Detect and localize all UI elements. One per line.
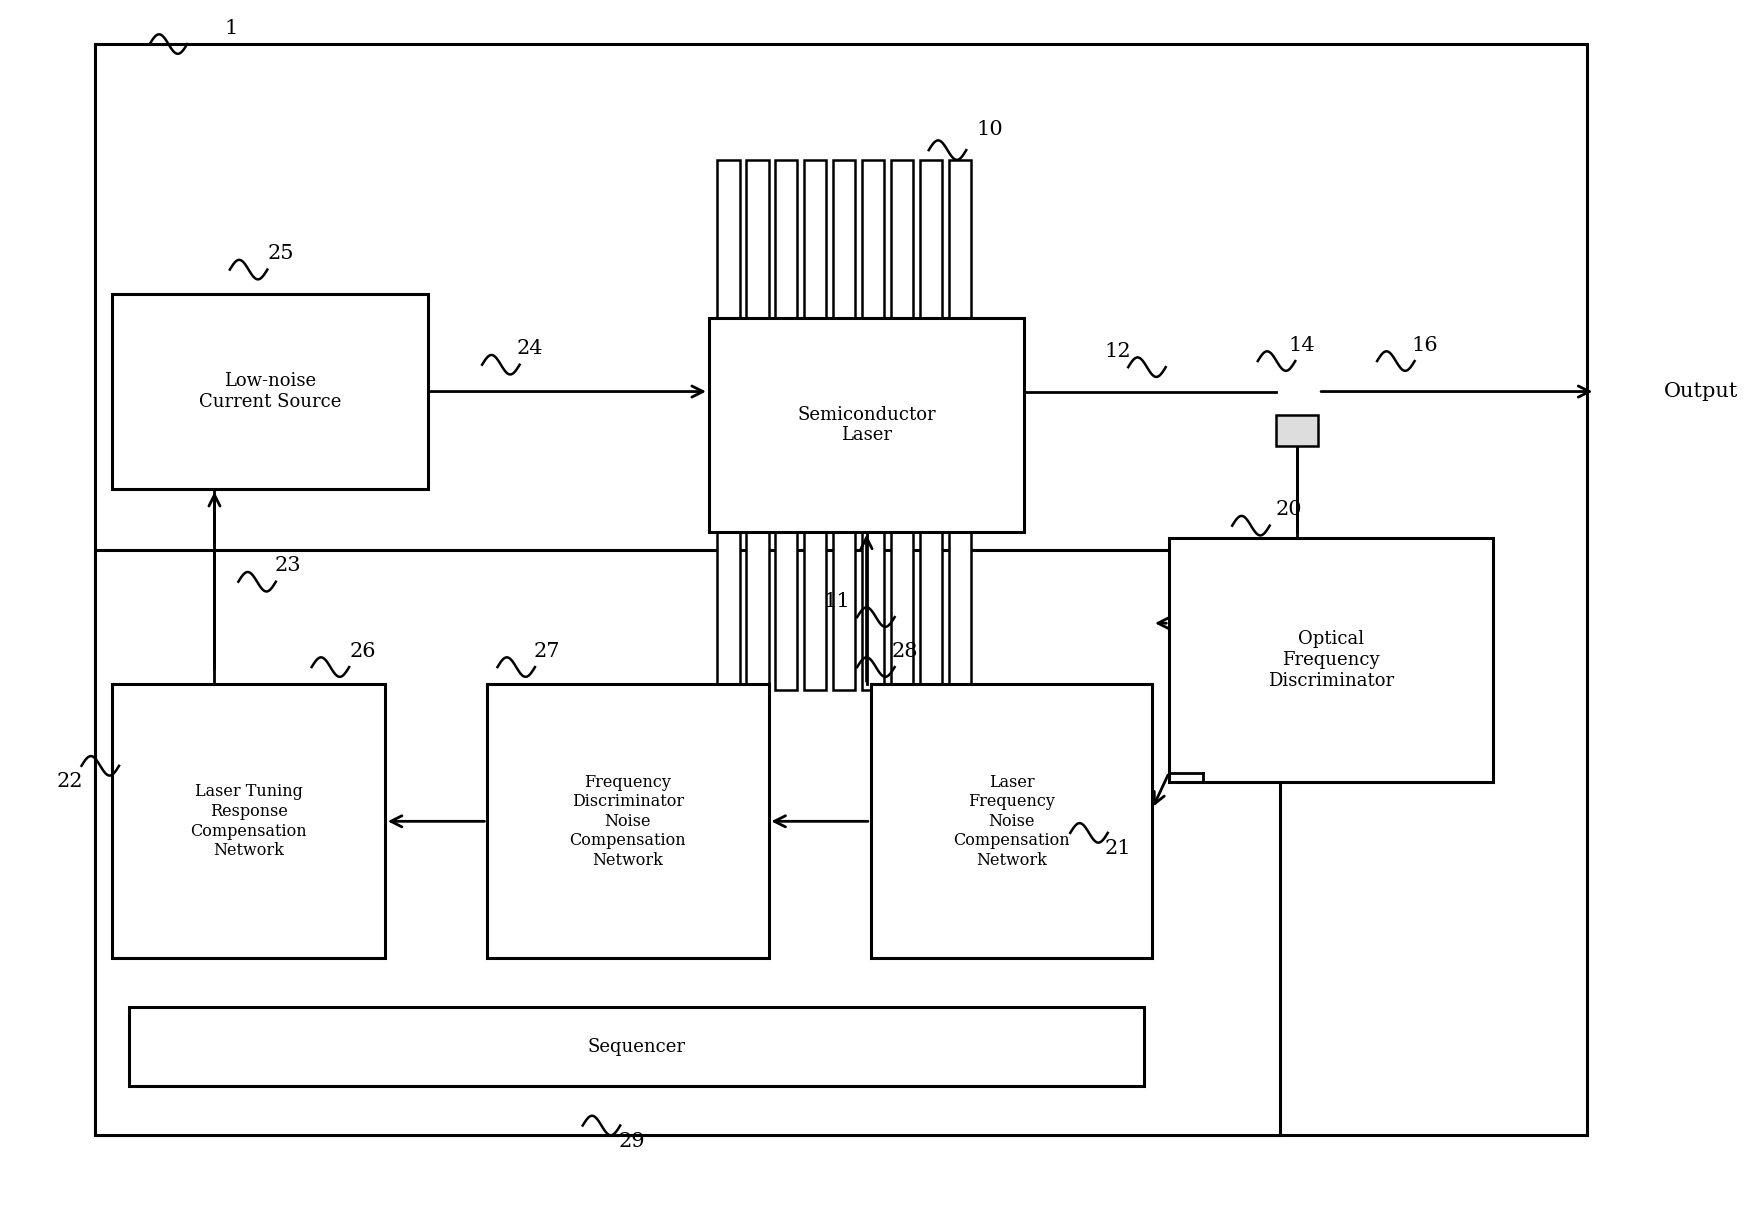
Text: 23: 23 [274, 556, 301, 576]
FancyBboxPatch shape [1276, 415, 1318, 446]
Text: Semiconductor
Laser: Semiconductor Laser [797, 406, 935, 445]
FancyBboxPatch shape [862, 160, 884, 319]
FancyBboxPatch shape [871, 684, 1152, 958]
FancyBboxPatch shape [746, 160, 769, 319]
FancyBboxPatch shape [112, 295, 428, 489]
Text: 25: 25 [267, 244, 294, 263]
Text: 10: 10 [977, 120, 1003, 139]
Text: 12: 12 [1105, 342, 1131, 360]
FancyBboxPatch shape [891, 160, 914, 319]
Text: 20: 20 [1274, 500, 1302, 519]
Text: Optical
Frequency
Discriminator: Optical Frequency Discriminator [1267, 631, 1395, 689]
Text: Low-noise
Current Source: Low-noise Current Source [199, 373, 341, 411]
FancyBboxPatch shape [919, 160, 942, 319]
FancyBboxPatch shape [776, 160, 797, 319]
FancyBboxPatch shape [834, 532, 855, 690]
FancyBboxPatch shape [891, 532, 914, 690]
Text: 22: 22 [56, 772, 82, 791]
Text: 11: 11 [823, 591, 850, 611]
FancyBboxPatch shape [710, 319, 1024, 532]
FancyBboxPatch shape [717, 160, 739, 319]
FancyBboxPatch shape [949, 532, 972, 690]
Text: 21: 21 [1105, 840, 1131, 858]
FancyBboxPatch shape [94, 44, 1587, 1135]
Text: Frequency
Discriminator
Noise
Compensation
Network: Frequency Discriminator Noise Compensati… [570, 774, 687, 869]
Text: Laser
Frequency
Noise
Compensation
Network: Laser Frequency Noise Compensation Netwo… [953, 774, 1070, 869]
FancyBboxPatch shape [804, 532, 827, 690]
FancyBboxPatch shape [1169, 538, 1493, 782]
Text: 29: 29 [619, 1132, 645, 1151]
FancyBboxPatch shape [949, 160, 972, 319]
FancyBboxPatch shape [746, 532, 769, 690]
FancyBboxPatch shape [94, 550, 1280, 1135]
Text: Laser Tuning
Response
Compensation
Network: Laser Tuning Response Compensation Netwo… [191, 783, 308, 859]
FancyBboxPatch shape [112, 684, 385, 958]
Text: 28: 28 [891, 642, 918, 661]
Text: 16: 16 [1412, 336, 1439, 354]
FancyBboxPatch shape [717, 532, 739, 690]
Text: 1: 1 [225, 18, 238, 38]
Text: 24: 24 [517, 340, 544, 358]
FancyBboxPatch shape [862, 532, 884, 690]
FancyBboxPatch shape [834, 160, 855, 319]
FancyBboxPatch shape [776, 532, 797, 690]
FancyBboxPatch shape [129, 1007, 1143, 1086]
FancyBboxPatch shape [804, 160, 827, 319]
Text: Output: Output [1664, 382, 1738, 401]
Text: 14: 14 [1288, 336, 1316, 354]
Text: Sequencer: Sequencer [587, 1037, 685, 1056]
FancyBboxPatch shape [919, 532, 942, 690]
Text: 26: 26 [350, 642, 376, 661]
FancyBboxPatch shape [488, 684, 769, 958]
Text: 27: 27 [533, 642, 559, 661]
